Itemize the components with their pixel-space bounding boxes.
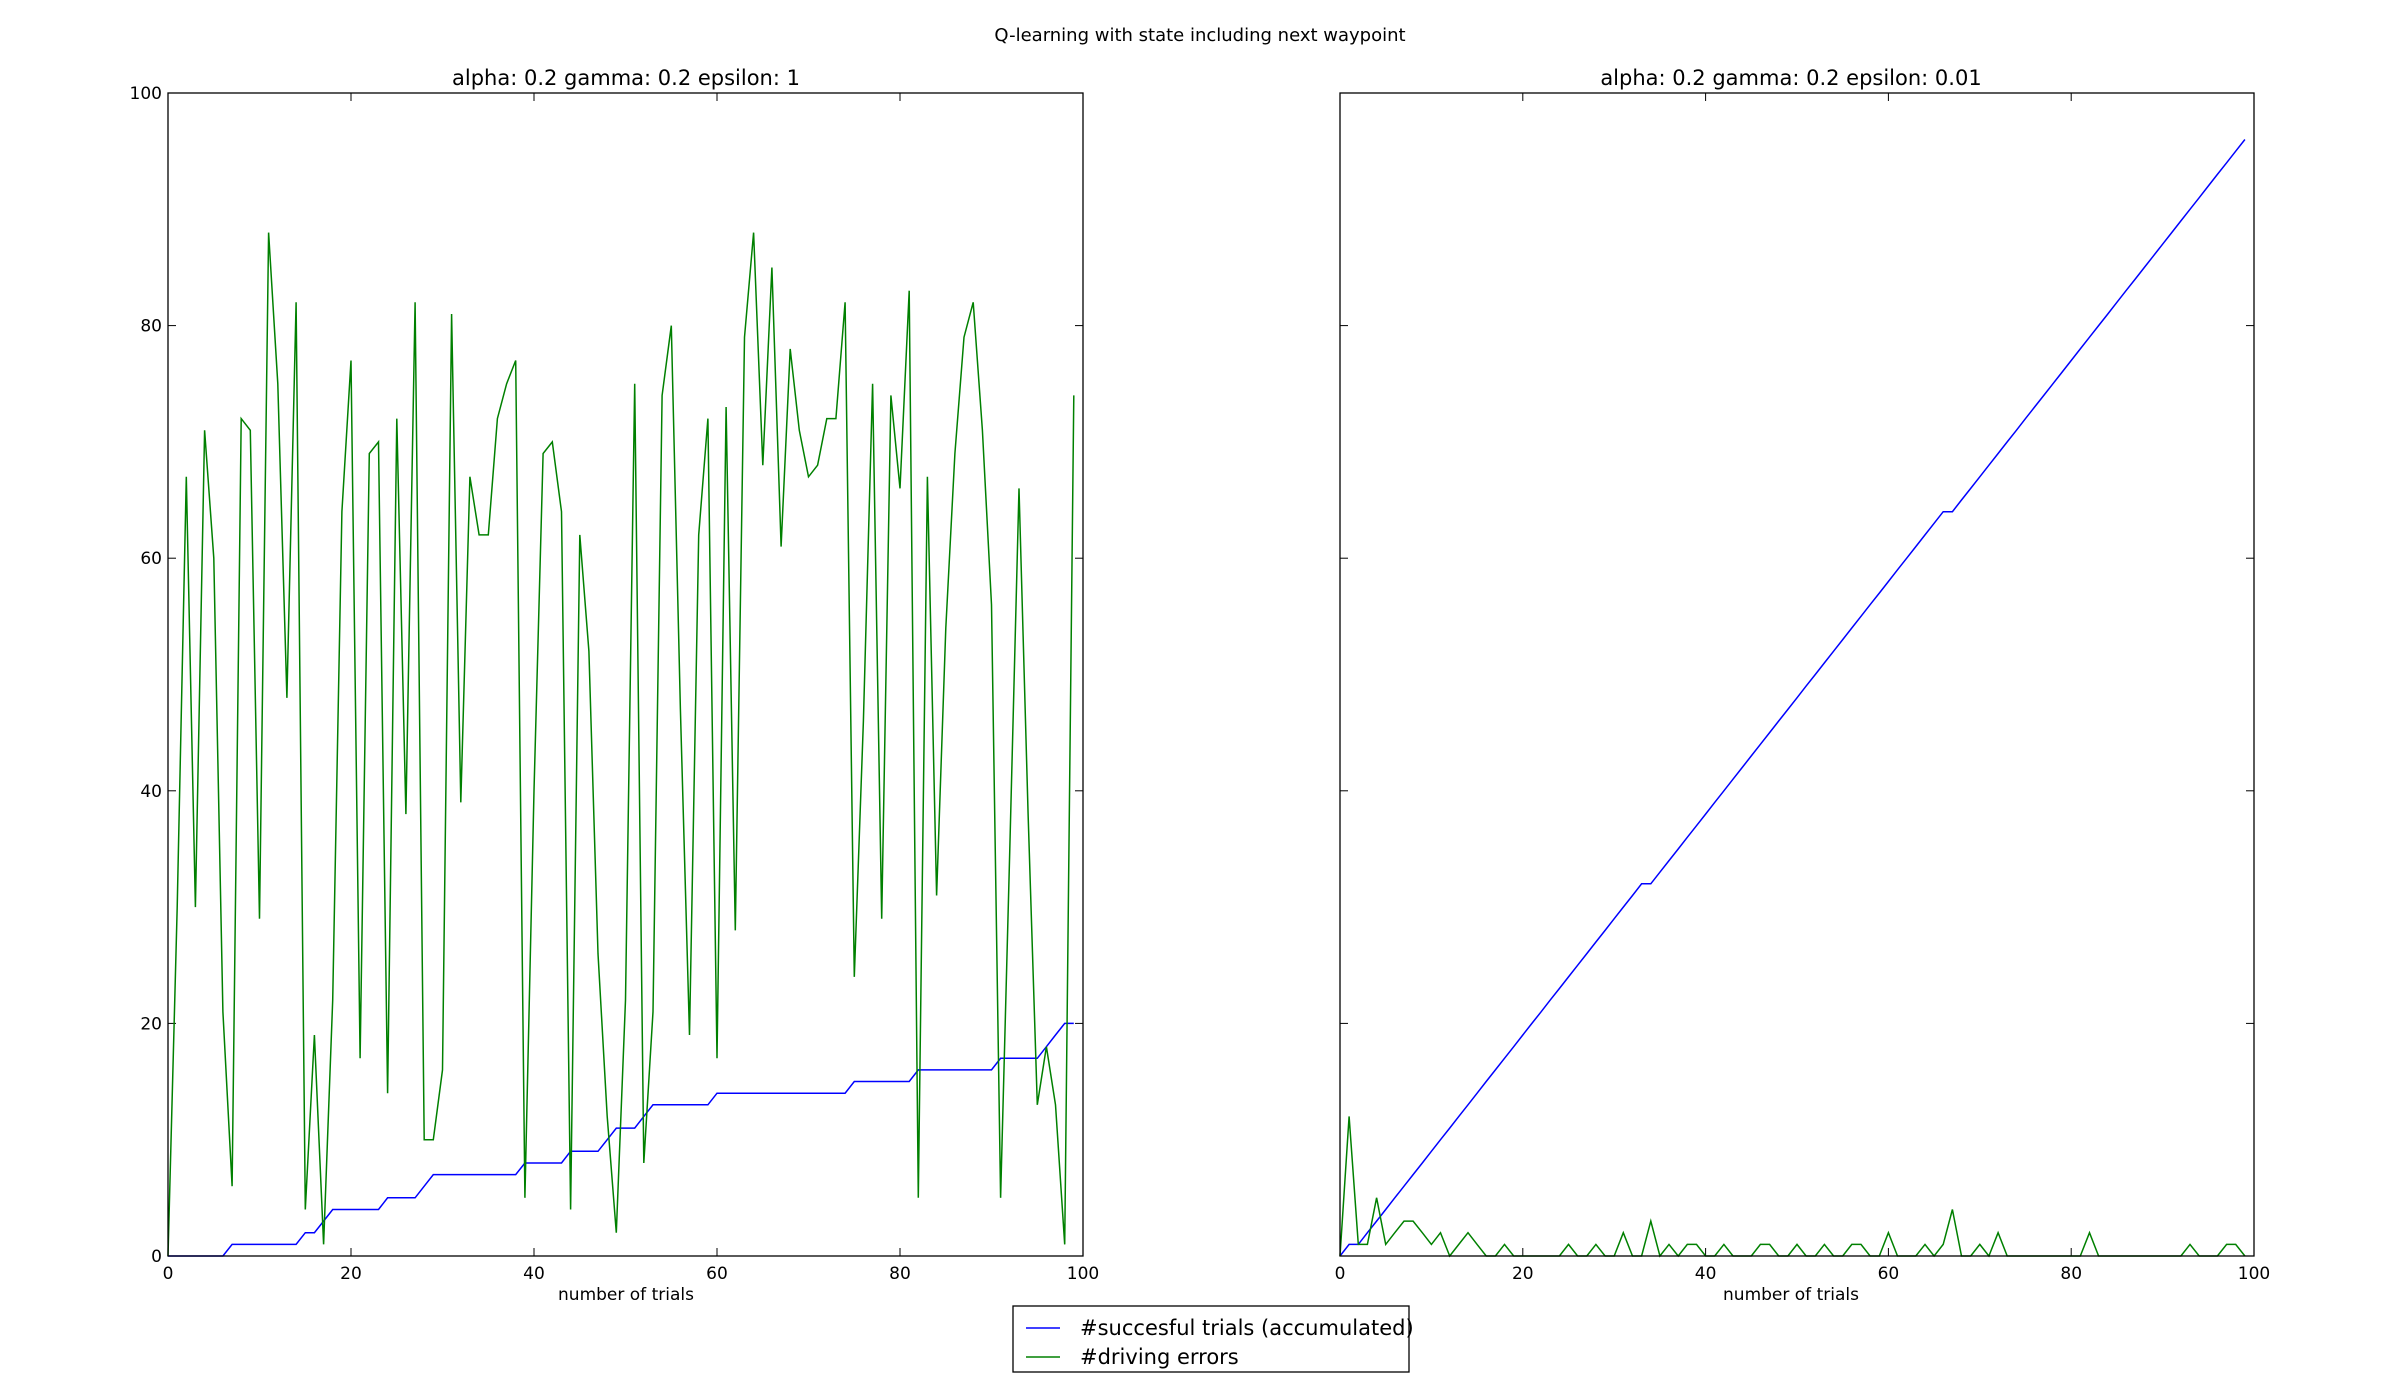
- left-ytick-label: 80: [140, 317, 162, 337]
- left-xtick-label: 0: [163, 1264, 174, 1284]
- left-ytick-label: 20: [140, 1014, 162, 1034]
- right-panel-series: [1339, 139, 2246, 1258]
- left-panel-xlabel: number of trials: [558, 1285, 694, 1305]
- right-panel-title: alpha: 0.2 gamma: 0.2 epsilon: 0.01: [1600, 66, 1981, 90]
- right-xtick-label: 0: [1335, 1264, 1346, 1284]
- left-xtick-label: 100: [1067, 1264, 1099, 1284]
- left-panel-frame: [167, 92, 1084, 1257]
- right-panel-ticks: 0 20 40 60 80 100: [1335, 92, 2270, 1284]
- right-series-driving-errors: [1339, 1116, 2246, 1258]
- right-panel-frame: [1339, 92, 2255, 1257]
- left-ytick-label: 40: [140, 782, 162, 802]
- left-ytick-label: 100: [130, 84, 162, 104]
- left-xtick-label: 60: [706, 1264, 728, 1284]
- figure-suptitle: Q-learning with state including next way…: [994, 25, 1405, 46]
- right-xtick-label: 60: [1878, 1264, 1900, 1284]
- left-ytick-label: 0: [151, 1247, 162, 1267]
- legend: #succesful trials (accumulated) #driving…: [1012, 1305, 1414, 1373]
- right-panel: alpha: 0.2 gamma: 0.2 epsilon: 0.01 numb…: [1335, 66, 2271, 1305]
- left-panel-series: [167, 232, 1075, 1257]
- left-xtick-label: 20: [340, 1264, 362, 1284]
- left-xtick-label: 40: [523, 1264, 545, 1284]
- legend-label-errors: #driving errors: [1080, 1345, 1239, 1369]
- legend-label-successful: #succesful trials (accumulated): [1080, 1316, 1414, 1340]
- left-series-driving-errors: [167, 232, 1075, 1257]
- right-series-successful-trials: [1339, 139, 2246, 1257]
- left-panel-title: alpha: 0.2 gamma: 0.2 epsilon: 1: [452, 66, 800, 90]
- left-xtick-label: 80: [889, 1264, 911, 1284]
- right-xtick-label: 100: [2238, 1264, 2270, 1284]
- right-xtick-label: 40: [1695, 1264, 1717, 1284]
- right-xtick-label: 80: [2060, 1264, 2082, 1284]
- left-panel: alpha: 0.2 gamma: 0.2 epsilon: 1 number …: [130, 66, 1100, 1305]
- left-ytick-label: 60: [140, 549, 162, 569]
- right-xtick-label: 20: [1512, 1264, 1534, 1284]
- legend-box: [1012, 1305, 1410, 1373]
- right-panel-xlabel: number of trials: [1723, 1285, 1859, 1305]
- left-panel-ticks: 0 20 40 60 80 100 0 20 40 60 80 100: [130, 84, 1100, 1284]
